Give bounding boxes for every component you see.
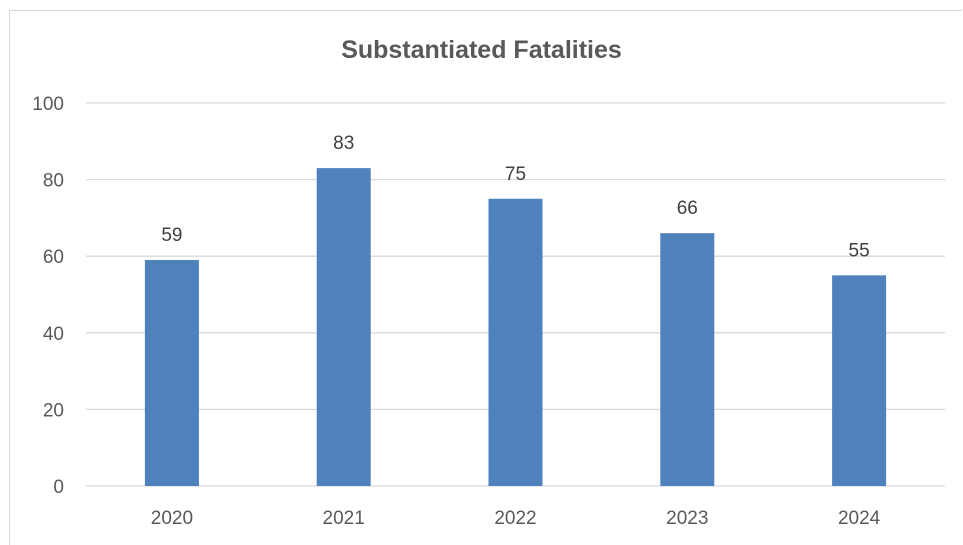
y-tick-label-80: 80 xyxy=(43,171,64,192)
y-tick-label-20: 20 xyxy=(43,400,64,421)
bar-2024 xyxy=(832,275,887,486)
x-tick-label-2023: 2023 xyxy=(666,508,708,529)
y-tick-label-0: 0 xyxy=(53,477,64,498)
data-label-2020: 59 xyxy=(161,225,182,246)
chart-title: Substantiated Fatalities xyxy=(341,36,622,64)
data-label-2024: 55 xyxy=(849,240,870,261)
data-label-2023: 66 xyxy=(677,198,698,219)
x-tick-label-2020: 2020 xyxy=(151,508,193,529)
bar-2021 xyxy=(316,168,371,487)
x-tick-label-2024: 2024 xyxy=(838,508,881,529)
y-tick-label-100: 100 xyxy=(32,94,64,115)
bar-2020 xyxy=(144,260,199,486)
x-tick-label-2022: 2022 xyxy=(494,508,536,529)
y-tick-label-40: 40 xyxy=(43,324,64,345)
data-label-2022: 75 xyxy=(505,164,526,185)
bar-2022 xyxy=(488,198,543,486)
bar-2023 xyxy=(660,233,715,486)
x-tick-label-2021: 2021 xyxy=(323,508,365,529)
y-tick-label-60: 60 xyxy=(43,247,64,268)
data-label-2021: 83 xyxy=(333,133,354,154)
